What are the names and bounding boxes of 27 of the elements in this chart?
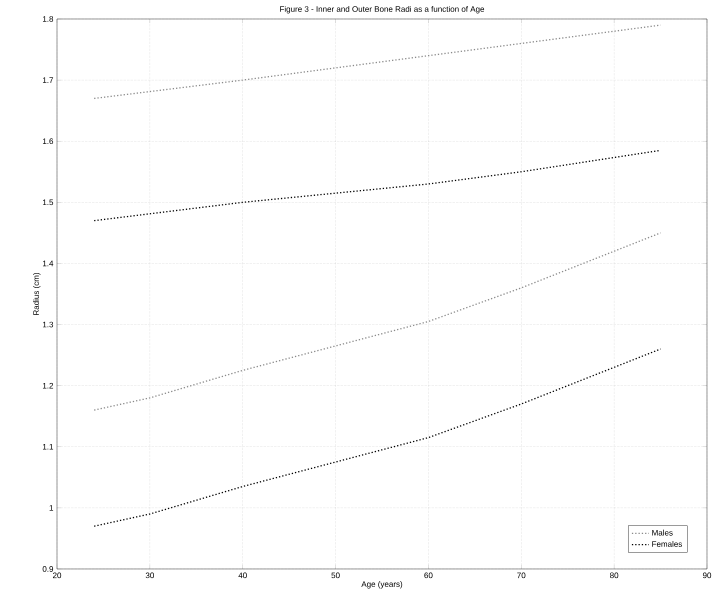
- x-tick-label: 60: [424, 572, 433, 578]
- line-series: [94, 150, 662, 222]
- y-tick-label: 1.4: [42, 260, 54, 266]
- y-tick-label: 1.8: [42, 16, 54, 22]
- x-tick-label: 50: [331, 572, 340, 578]
- x-tick-label: 90: [702, 572, 712, 578]
- y-axis-title: Radius (cm): [33, 272, 40, 315]
- x-tick-label: 80: [610, 572, 618, 578]
- y-tick-label: 1.7: [42, 77, 54, 83]
- y-tick-label: 1.3: [42, 322, 54, 328]
- y-tick-label: 1: [50, 505, 54, 511]
- x-tick-label: 70: [517, 572, 526, 578]
- x-tick-label: 20: [52, 572, 62, 578]
- line-series: [94, 348, 662, 527]
- chart-title: Figure 3 - Inner and Outer Bone Radi as a function of Age: [280, 6, 484, 14]
- y-tick-label: 1.1: [42, 444, 54, 450]
- x-tick-label: 30: [146, 572, 154, 578]
- y-tick-label: 1.5: [42, 200, 54, 206]
- legend-label: Females: [652, 540, 682, 547]
- y-tick-label: 0.9: [42, 566, 54, 572]
- y-tick-label: 1.6: [42, 138, 54, 144]
- x-tick-label: 40: [238, 572, 247, 578]
- line-series: [94, 24, 662, 100]
- x-axis-title: Age (years): [361, 581, 402, 589]
- legend-label: Males: [652, 530, 673, 536]
- y-tick-label: 1.2: [42, 382, 54, 388]
- line-series: [94, 232, 662, 411]
